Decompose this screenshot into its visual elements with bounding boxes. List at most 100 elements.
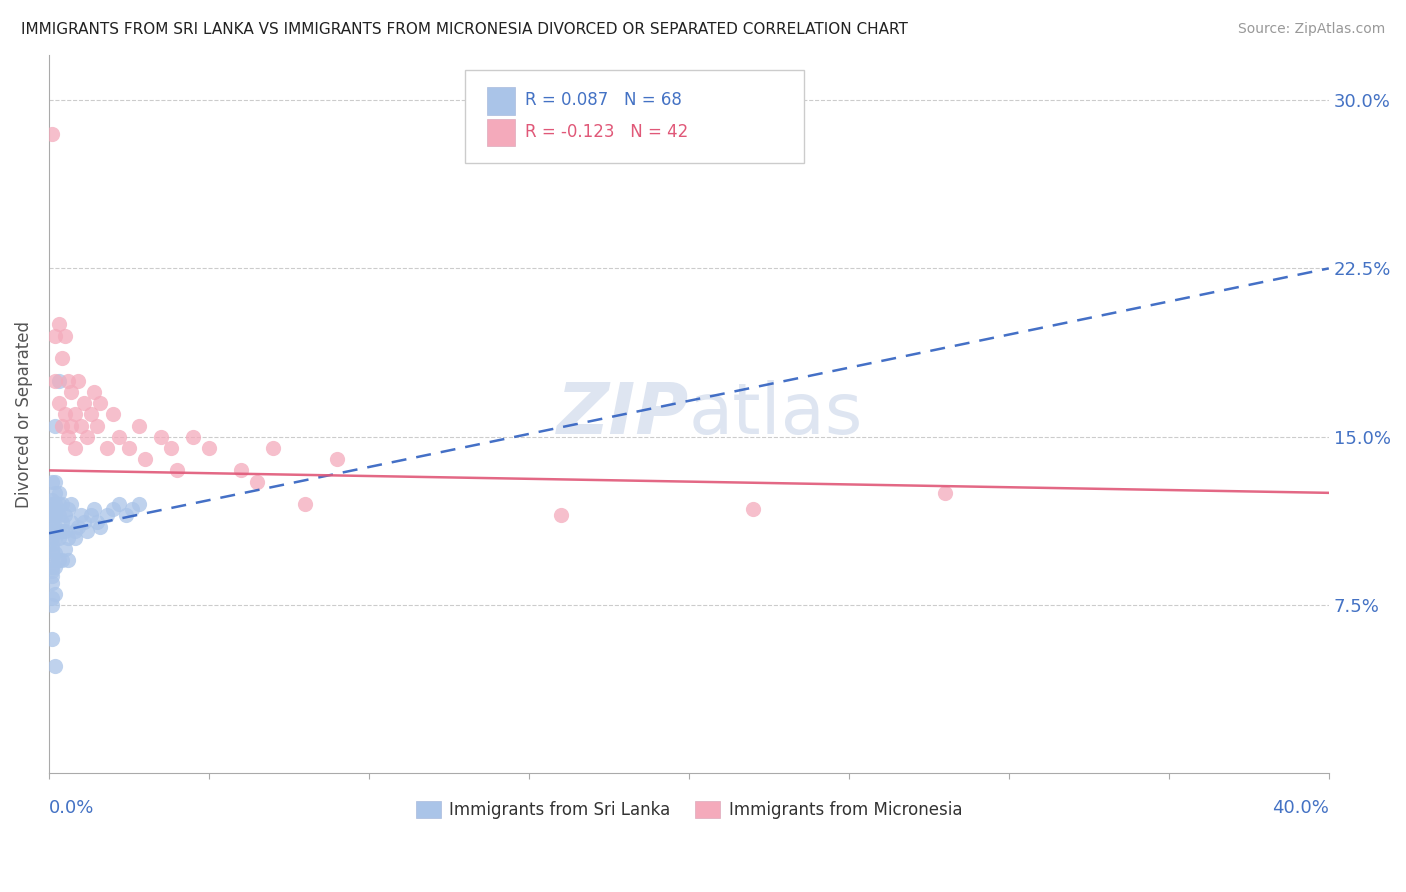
Point [53,328,76,343]
Point [63,407,86,421]
Point [44,501,66,516]
Point [41,575,63,590]
Point [41,569,63,583]
Point [128,497,150,511]
Point [76,430,98,444]
Point [41,508,63,523]
Point [41,531,63,545]
Text: ZIP: ZIP [557,380,689,449]
Point [51,515,73,529]
Point [41,515,63,529]
Point [60,384,83,399]
Text: IMMIGRANTS FROM SRI LANKA VS IMMIGRANTS FROM MICRONESIA DIVORCED OR SEPARATED CO: IMMIGRANTS FROM SRI LANKA VS IMMIGRANTS … [21,22,908,37]
Point [96,508,118,523]
Point [198,441,221,455]
Point [48,374,70,388]
Point [41,553,63,567]
Point [41,546,63,560]
Point [56,553,79,567]
Point [44,374,66,388]
Point [41,598,63,612]
Point [44,328,66,343]
Point [48,553,70,567]
Point [53,541,76,556]
Point [70,418,93,433]
Point [41,127,63,141]
Point [41,497,63,511]
Point [73,396,96,410]
Point [41,632,63,646]
Point [134,452,156,467]
Point [44,587,66,601]
Point [51,553,73,567]
Point [48,396,70,410]
Point [66,374,89,388]
Point [53,407,76,421]
Text: Source: ZipAtlas.com: Source: ZipAtlas.com [1237,22,1385,37]
Point [79,407,101,421]
Point [51,497,73,511]
Point [41,565,63,579]
Point [44,497,66,511]
Point [44,475,66,489]
Point [48,531,70,545]
Point [41,475,63,489]
Point [166,463,188,477]
Point [56,531,79,545]
Point [741,501,763,516]
FancyBboxPatch shape [465,70,804,163]
Point [181,430,204,444]
Y-axis label: Divorced or Separated: Divorced or Separated [15,321,32,508]
Point [48,524,70,538]
Point [53,524,76,538]
Point [51,524,73,538]
Point [56,374,79,388]
Point [79,508,101,523]
Point [89,396,111,410]
Point [86,515,108,529]
Point [159,441,181,455]
Point [89,519,111,533]
Point [76,524,98,538]
Point [44,531,66,545]
Point [44,560,66,574]
Point [41,492,63,507]
Point [326,452,349,467]
Legend: Immigrants from Sri Lanka, Immigrants from Micronesia: Immigrants from Sri Lanka, Immigrants fr… [409,795,969,826]
Point [48,497,70,511]
Point [44,658,66,673]
FancyBboxPatch shape [486,119,515,146]
Point [41,537,63,551]
Point [48,318,70,332]
Point [41,508,63,523]
Point [149,430,172,444]
Point [83,501,105,516]
Point [44,546,66,560]
Point [63,531,86,545]
Point [121,501,143,516]
Point [101,501,124,516]
Point [96,441,118,455]
Point [118,441,141,455]
Point [246,475,269,489]
Point [48,508,70,523]
Point [41,524,63,538]
Point [44,508,66,523]
Point [53,508,76,523]
Point [63,524,86,538]
Point [41,541,63,556]
Point [550,508,572,523]
Point [56,501,79,516]
Point [63,441,86,455]
Point [51,418,73,433]
Point [60,497,83,511]
Text: 0.0%: 0.0% [49,799,94,817]
Point [70,508,93,523]
Point [108,430,131,444]
Text: 40.0%: 40.0% [1272,799,1329,817]
Point [60,515,83,529]
FancyBboxPatch shape [486,87,515,115]
Point [41,560,63,574]
Point [114,508,136,523]
Point [41,501,63,516]
